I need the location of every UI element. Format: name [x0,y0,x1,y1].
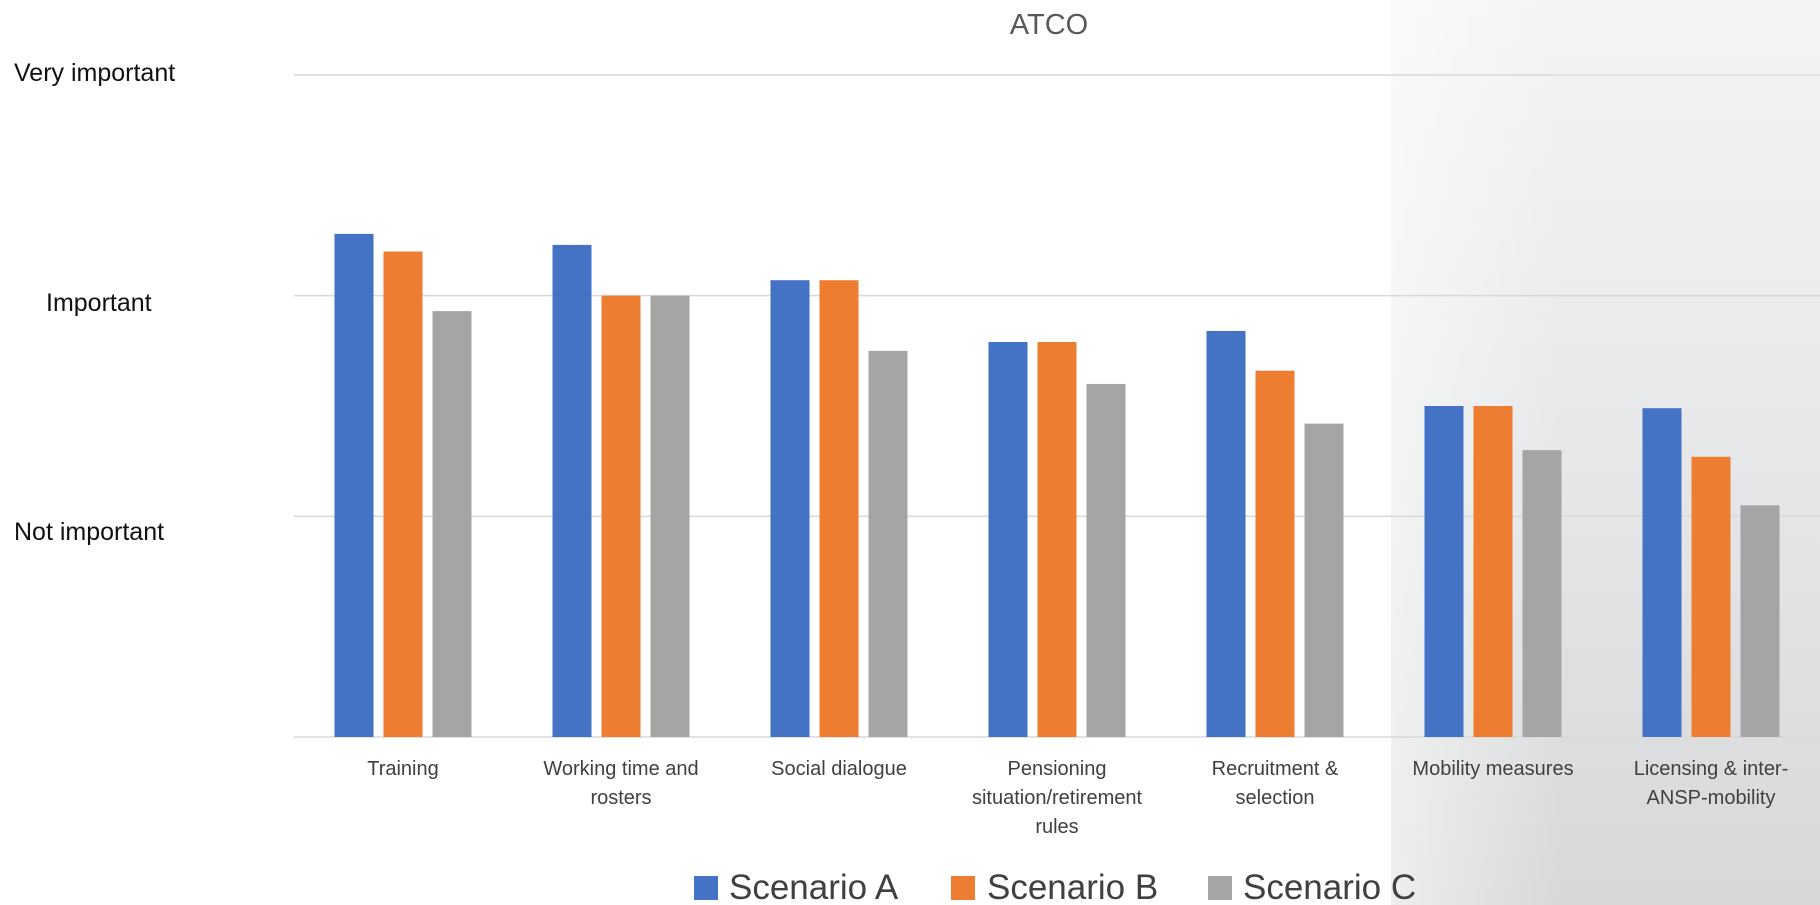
bar-scenario-a-2 [552,244,592,737]
bar-scenario-c-2 [650,295,690,737]
bar-scenario-a-1 [334,233,374,737]
x-tick-label: Working time and rosters [543,758,698,809]
bar-scenario-b-1 [383,251,423,738]
bar-scenario-c-6 [1522,450,1562,737]
bar-scenario-b-6 [1473,406,1513,737]
bar-scenario-c-5 [1304,423,1344,737]
x-tick-label: Mobility measures [1412,758,1573,780]
bar-scenario-b-4 [1037,342,1077,737]
x-tick-label: Recruitment & selection [1212,758,1339,809]
bar-scenario-c-1 [432,311,472,737]
legend-swatch-scenario-c [1208,876,1232,900]
bar-scenario-a-3 [770,280,810,737]
x-tick-label: Licensing & inter-ANSP-mobility [1634,758,1789,809]
y-label-important: Important [46,289,152,317]
chart-title: ATCO [1010,9,1088,41]
y-label-very-important: Very important [14,59,176,87]
legend-swatch-scenario-a [694,876,718,900]
bar-scenario-a-4 [988,342,1028,737]
bar-scenario-b-2 [601,295,641,737]
x-tick-label: Pensioning situation/retirement rules [972,758,1143,838]
bar-scenario-b-7 [1691,456,1731,737]
y-label-not-important: Not important [14,518,165,546]
legend-swatch-scenario-b [951,876,975,900]
bar-scenario-a-5 [1206,330,1246,737]
legend-label-scenario-b: Scenario B [987,868,1158,905]
bar-scenario-a-6 [1424,406,1464,737]
legend-label-scenario-c: Scenario C [1243,868,1416,905]
legend-label-scenario-a: Scenario A [729,868,899,905]
x-tick-label: Social dialogue [771,758,907,780]
bar-scenario-a-7 [1642,408,1682,737]
x-tick-label: Training [367,758,439,780]
bar-scenario-b-3 [819,280,859,737]
bar-scenario-b-5 [1255,370,1295,737]
bar-scenario-c-7 [1740,505,1780,737]
bar-scenario-c-4 [1086,383,1126,737]
bar-scenario-c-3 [868,350,908,737]
